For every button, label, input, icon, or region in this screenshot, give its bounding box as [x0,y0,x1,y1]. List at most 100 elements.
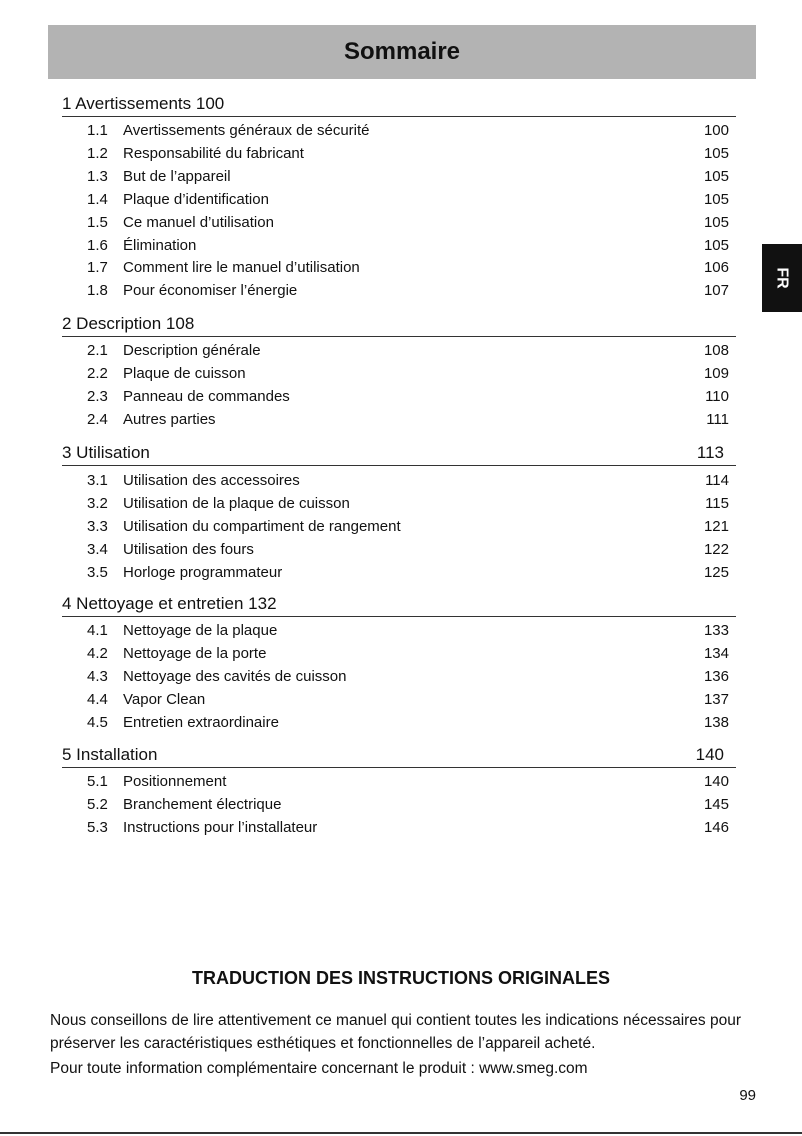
entry-title: Vapor Clean [123,690,206,708]
entry-page: 138 [703,713,729,731]
translation-title: TRADUCTION DES INSTRUCTIONS ORIGINALES [191,968,610,988]
entry-page: 114 [705,472,729,489]
toc-entry[interactable]: 3.4 Utilisation des fours 122 [0,540,802,560]
entry-page: 146 [703,818,729,836]
toc-entry[interactable]: 2.4 Autres parties 111 [0,410,802,430]
entry-page: 107 [703,282,729,300]
section-title: 3 Utilisation [62,443,150,462]
entry-number: 3.2 [87,494,108,512]
section-heading[interactable]: 1 Avertissements 100 [62,94,736,117]
toc-entry[interactable]: 1.6 Élimination 105 [0,236,802,256]
toc-entry[interactable]: 4.5 Entretien extraordinaire 138 [0,713,802,733]
entry-number: 4.3 [87,667,108,685]
entry-page: 105 [703,144,729,162]
toc-entry[interactable]: 3.1 Utilisation des accessoires 114 [0,471,802,491]
toc-entry[interactable]: 1.3 But de l’appareil 105 [0,167,802,187]
section-heading[interactable]: 2 Description 108 [62,314,736,337]
toc-entry[interactable]: 1.1 Avertissements généraux de sécurité 10… [0,121,802,141]
toc-entry[interactable]: 2.3 Panneau de commandes 110 [0,387,802,407]
section-title: 4 Nettoyage et entretien 132 [62,594,277,613]
toc-entry[interactable]: 5.1 Positionnement 140 [0,772,802,792]
entry-title: Pour économiser l’énergie [123,282,298,300]
entry-title: Horloge programmateur [123,563,283,581]
language-tab: FR [762,244,802,312]
entry-title: Nettoyage de la plaque [123,622,278,639]
entry-page: 137 [703,690,729,708]
entry-page: 121 [703,517,729,535]
page-title: Sommaire [343,38,461,65]
entry-title: Description générale [123,342,261,359]
entry-page: 105 [703,213,729,231]
toc-entry[interactable]: 2.2 Plaque de cuisson 109 [0,364,802,384]
info-paragraph: Pour toute information complémentaire co… [50,1060,588,1077]
entry-number: 1.7 [87,259,108,277]
toc-entry[interactable]: 3.3 Utilisation du compartiment de rangem… [0,517,802,537]
toc-entry[interactable]: 1.5 Ce manuel d’utilisation 105 [0,213,802,233]
entry-title: Utilisation des accessoires [123,472,300,489]
entry-title: Autres parties [123,410,216,428]
toc-entry[interactable]: 3.5 Horloge programmateur 125 [0,563,802,583]
toc-entry[interactable]: 1.2 Responsabilité du fabricant 105 [0,144,802,164]
entry-title: But de l’appareil [123,167,231,185]
entry-page: 106 [703,259,729,277]
entry-number: 3.4 [87,540,108,558]
toc-entry[interactable]: 3.2 Utilisation de la plaque de cuisson 11… [0,494,802,514]
toc-entry[interactable]: 5.2 Branchement électrique 145 [0,795,802,815]
entry-page: 145 [703,795,729,813]
entry-page: 115 [705,494,729,512]
entry-number: 1.5 [87,213,108,231]
page-number: 99 [739,1087,756,1104]
entry-title: Avertissements généraux de sécurité [123,122,370,139]
entry-title: Instructions pour l’installateur [123,818,318,836]
toc-entry[interactable]: 4.2 Nettoyage de la porte 134 [0,644,802,664]
entry-page: 122 [703,540,729,558]
entry-title: Plaque de cuisson [123,364,246,382]
entry-page: 110 [705,387,729,405]
entry-page: 108 [703,342,729,359]
toc-entry[interactable]: 4.4 Vapor Clean 137 [0,690,802,710]
entry-number: 5.2 [87,795,108,813]
entry-page: 133 [703,622,729,639]
section-heading[interactable]: 3 Utilisation 113 [62,443,736,466]
entry-number: 1.8 [87,282,108,300]
entry-title: Ce manuel d’utilisation [123,213,274,231]
section-page: 140 [695,745,724,764]
entry-number: 1.3 [87,167,108,185]
entry-number: 1.4 [87,190,108,208]
entry-page: 125 [703,563,729,581]
entry-title: Branchement électrique [123,795,282,813]
entry-page: 111 [706,410,729,428]
toc-entry[interactable]: 1.8 Pour économiser l’énergie 107 [0,281,802,301]
entry-title: Utilisation des fours [123,540,254,558]
toc-entry[interactable]: 4.3 Nettoyage des cavités de cuisson 136 [0,667,802,687]
section-page: 113 [696,443,724,462]
entry-title: Élimination [123,236,197,254]
entry-page: 100 [703,122,729,139]
toc-entry[interactable]: 1.7 Comment lire le manuel d’utilisation 1… [0,258,802,278]
toc-entry[interactable]: 2.1 Description générale 108 [0,341,802,361]
entry-title: Entretien extraordinaire [123,713,279,731]
entry-number: 4.2 [87,644,108,662]
toc-entry[interactable]: 4.1 Nettoyage de la plaque 133 [0,621,802,641]
entry-title: Positionnement [123,773,227,790]
entry-page: 136 [703,667,729,685]
entry-title: Nettoyage des cavités de cuisson [123,667,347,685]
entry-number: 1.2 [87,144,108,162]
section-title: 5 Installation [62,745,158,764]
entry-page: 109 [703,364,729,382]
section-heading[interactable]: 4 Nettoyage et entretien 132 [62,594,736,617]
entry-number: 2.2 [87,364,108,382]
entry-title: Utilisation du compartiment de rangement [123,517,401,535]
intro-paragraph: Nous conseillons de lire attentivement c… [50,1012,741,1052]
section-heading[interactable]: 5 Installation 140 [62,745,736,768]
toc-entry[interactable]: 5.3 Instructions pour l’installateur 146 [0,818,802,838]
entry-page: 105 [703,190,729,208]
entry-number: 4.4 [87,690,108,708]
bottom-rule [0,1132,802,1134]
entry-page: 140 [703,773,729,790]
entry-number: 1.6 [87,236,108,254]
toc-entry[interactable]: 1.4 Plaque d’identification 105 [0,190,802,210]
entry-number: 3.3 [87,517,108,535]
entry-title: Utilisation de la plaque de cuisson [123,494,350,512]
